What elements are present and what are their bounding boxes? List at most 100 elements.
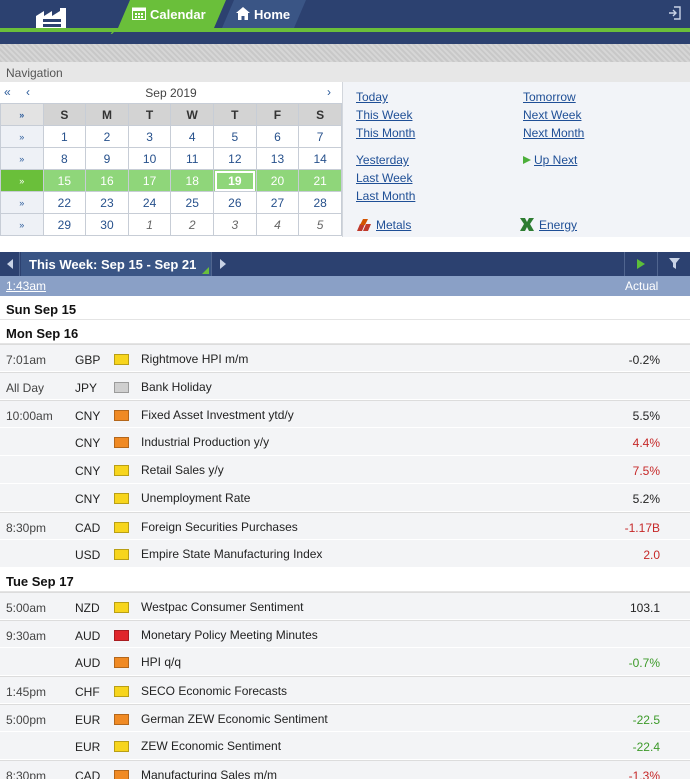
event-row[interactable]: 5:00am NZD Westpac Consumer Sentiment 10… [0, 592, 690, 620]
header-stripe [0, 44, 690, 62]
calendar-day[interactable]: 4 [170, 125, 215, 148]
calendar-day-next-month[interactable]: 3 [213, 213, 257, 236]
event-row[interactable]: 5:00pm EUR German ZEW Economic Sentiment… [0, 704, 690, 732]
impact-folder-icon[interactable] [114, 714, 129, 725]
calendar-day[interactable]: 27 [255, 191, 300, 214]
impact-folder-icon[interactable] [114, 657, 129, 668]
link-this-week[interactable]: This Week [356, 108, 413, 122]
impact-folder-icon[interactable] [114, 686, 129, 697]
prev-year-button[interactable]: « [4, 85, 11, 99]
link-last-month[interactable]: Last Month [356, 189, 416, 203]
calendar-day[interactable]: 11 [170, 147, 215, 170]
impact-folder-icon[interactable] [114, 354, 129, 365]
calendar-day[interactable]: 30 [85, 213, 129, 236]
week-select-button[interactable]: » [0, 191, 44, 214]
week-select-button[interactable]: » [0, 169, 44, 192]
event-row[interactable]: AUD HPI q/q -0.7% [0, 648, 690, 676]
week-select-button[interactable]: » [0, 125, 44, 148]
link-next-month[interactable]: Next Month [523, 126, 585, 140]
impact-folder-icon[interactable] [114, 770, 129, 779]
calendar-day[interactable]: 3 [127, 125, 172, 148]
link-energy[interactable]: Energy [539, 218, 578, 232]
filter-button[interactable] [657, 252, 690, 276]
calendar-day[interactable]: 26 [213, 191, 257, 214]
logout-icon[interactable] [668, 6, 682, 20]
next-month-button[interactable]: › [327, 85, 331, 99]
calendar-day[interactable]: 10 [127, 147, 172, 170]
week-select-button[interactable]: » [0, 147, 44, 170]
event-row[interactable]: CNY Industrial Production y/y 4.4% [0, 428, 690, 456]
impact-folder-icon[interactable] [114, 630, 129, 641]
calendar-day[interactable]: 7 [298, 125, 342, 148]
impact-folder-icon[interactable] [114, 602, 129, 613]
impact-folder-icon[interactable] [114, 465, 129, 476]
event-row[interactable]: USD Empire State Manufacturing Index 2.0 [0, 540, 690, 568]
calendar-day[interactable]: 21 [298, 169, 342, 192]
calendar-day[interactable]: 24 [127, 191, 172, 214]
event-row[interactable]: EUR ZEW Economic Sentiment -22.4 [0, 732, 690, 760]
impact-folder-icon[interactable] [114, 549, 129, 560]
calendar-day[interactable]: 13 [255, 147, 300, 170]
calendar-day[interactable]: 15 [42, 169, 87, 192]
calendar-day-next-month[interactable]: 4 [255, 213, 300, 236]
event-currency: EUR [75, 740, 101, 754]
impact-folder-icon[interactable] [114, 437, 129, 448]
calendar-day[interactable]: 16 [85, 169, 129, 192]
calendar-day-next-month[interactable]: 1 [127, 213, 172, 236]
next-week-button[interactable] [211, 252, 233, 276]
link-metals[interactable]: Metals [376, 218, 412, 232]
week-select-all[interactable]: » [0, 103, 44, 126]
calendar-day[interactable]: 8 [42, 147, 87, 170]
calendar-day[interactable]: 22 [42, 191, 87, 214]
calendar-day-next-month[interactable]: 2 [170, 213, 215, 236]
calendar-day[interactable]: 29 [42, 213, 87, 236]
week-select-button[interactable]: » [0, 213, 44, 236]
event-row[interactable]: All Day JPY Bank Holiday [0, 372, 690, 400]
event-row[interactable]: 8:30pm CAD Manufacturing Sales m/m -1.3% [0, 760, 690, 779]
link-next-week[interactable]: Next Week [523, 108, 582, 122]
link-tomorrow[interactable]: Tomorrow [523, 90, 576, 104]
up-next-button[interactable] [624, 252, 656, 276]
calendar-day[interactable]: 18 [170, 169, 215, 192]
calendar-day[interactable]: 5 [213, 125, 257, 148]
calendar-day[interactable]: 23 [85, 191, 129, 214]
calendar-day[interactable]: 28 [298, 191, 342, 214]
calendar-day[interactable]: 9 [85, 147, 129, 170]
event-row[interactable]: CNY Unemployment Rate 5.2% [0, 484, 690, 512]
tab-home[interactable]: Home [222, 0, 306, 28]
event-time: 8:30pm [6, 521, 47, 535]
event-row[interactable]: 7:01am GBP Rightmove HPI m/m -0.2% [0, 344, 690, 372]
calendar-day[interactable]: 6 [255, 125, 300, 148]
prev-week-button[interactable] [0, 252, 20, 276]
weekday-header: T [127, 103, 172, 126]
calendar-day[interactable]: 12 [213, 147, 257, 170]
event-currency: USD [75, 548, 101, 562]
link-yesterday[interactable]: Yesterday [356, 153, 409, 167]
impact-folder-icon[interactable] [114, 741, 129, 752]
event-row[interactable]: 1:45pm CHF SECO Economic Forecasts [0, 676, 690, 704]
calendar-day-next-month[interactable]: 5 [298, 213, 342, 236]
event-row[interactable]: 9:30am AUD Monetary Policy Meeting Minut… [0, 620, 690, 648]
calendar-day[interactable]: 1 [42, 125, 87, 148]
impact-folder-icon[interactable] [114, 382, 129, 393]
prev-month-button[interactable]: ‹ [26, 85, 30, 99]
calendar-day[interactable]: 17 [127, 169, 172, 192]
link-last-week[interactable]: Last Week [356, 171, 413, 185]
impact-folder-icon[interactable] [114, 493, 129, 504]
link-up-next[interactable]: Up Next [534, 153, 578, 167]
tab-calendar[interactable]: Calendar [118, 0, 226, 28]
link-this-month[interactable]: This Month [356, 126, 416, 140]
event-row[interactable]: 8:30pm CAD Foreign Securities Purchases … [0, 512, 690, 540]
current-time-link[interactable]: 1:43am [6, 279, 47, 293]
event-row[interactable]: 10:00am CNY Fixed Asset Investment ytd/y… [0, 400, 690, 428]
calendar-day[interactable]: 14 [298, 147, 342, 170]
calendar-day[interactable]: 2 [85, 125, 129, 148]
current-week-label[interactable]: This Week: Sep 15 - Sep 21 [21, 252, 211, 276]
impact-folder-icon[interactable] [114, 522, 129, 533]
calendar-day-today[interactable]: 19 [213, 169, 257, 192]
calendar-day[interactable]: 20 [255, 169, 300, 192]
link-today[interactable]: Today [356, 90, 389, 104]
impact-folder-icon[interactable] [114, 410, 129, 421]
calendar-day[interactable]: 25 [170, 191, 215, 214]
event-row[interactable]: CNY Retail Sales y/y 7.5% [0, 456, 690, 484]
